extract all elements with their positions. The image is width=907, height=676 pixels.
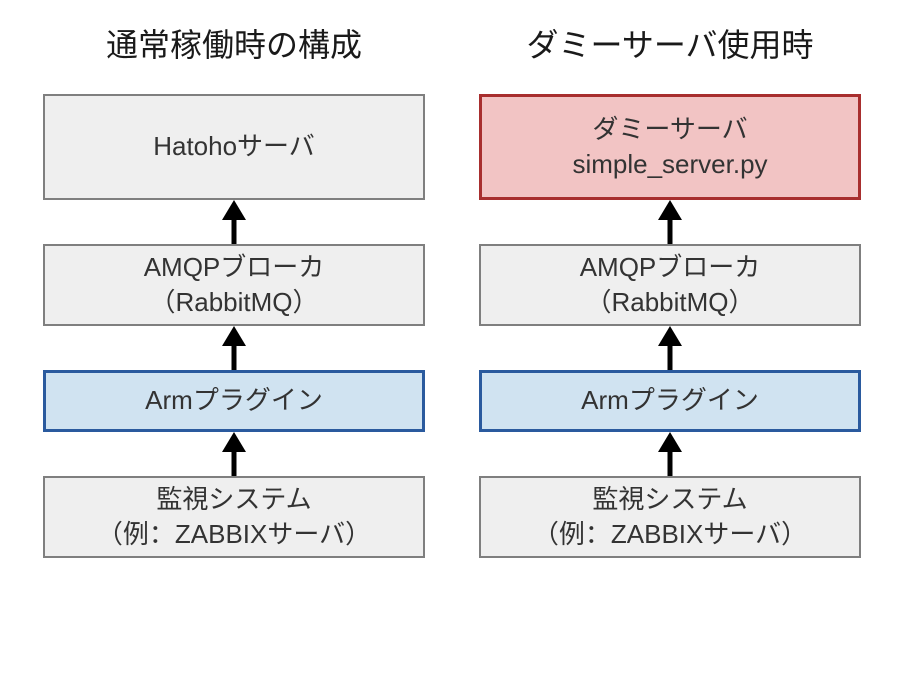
left-top-text: Hatohoサーバ [153,129,315,164]
arrow-right-3 [668,432,672,476]
arrow-line [668,340,673,370]
left-heading: 通常稼働時の構成 [106,20,362,66]
arrow-right-2 [668,326,672,370]
right-heading: ダミーサーバ使用時 [526,20,813,66]
left-monitor-box: 監視システム （例：ZABBIXサーバ） [43,476,425,558]
left-arm-box: Armプラグイン [43,370,425,432]
left-broker-box: AMQPブローカ （RabbitMQ） [43,244,425,326]
left-arm-label: Armプラグイン [145,383,323,418]
right-broker-line2: （RabbitMQ） [585,285,754,320]
right-top-line2: simple_server.py [572,147,767,182]
right-top-line1: ダミーサーバ [592,112,747,147]
left-monitor-line2: （例：ZABBIXサーバ） [97,517,371,552]
right-column: ダミーサーバ使用時 ダミーサーバ simple_server.py AMQPブロ… [470,20,870,558]
left-top-box: Hatohoサーバ [43,94,425,200]
arrow-left-3 [232,432,236,476]
arrow-line [232,446,237,476]
arrow-line [232,340,237,370]
right-monitor-line2: （例：ZABBIXサーバ） [533,517,807,552]
right-top-box: ダミーサーバ simple_server.py [479,94,861,200]
arrow-left-1 [232,200,236,244]
left-column: 通常稼働時の構成 Hatohoサーバ AMQPブローカ （RabbitMQ） A… [34,20,434,558]
left-broker-line2: （RabbitMQ） [149,285,318,320]
arrow-line [668,446,673,476]
right-arm-box: Armプラグイン [479,370,861,432]
arrow-line [668,214,673,244]
right-broker-box: AMQPブローカ （RabbitMQ） [479,244,861,326]
arrow-line [232,214,237,244]
left-broker-line1: AMQPブローカ [144,250,325,285]
right-monitor-box: 監視システム （例：ZABBIXサーバ） [479,476,861,558]
right-monitor-line1: 監視システム [592,482,747,517]
arrow-left-2 [232,326,236,370]
left-monitor-line1: 監視システム [156,482,311,517]
right-broker-line1: AMQPブローカ [580,250,761,285]
arrow-right-1 [668,200,672,244]
right-arm-label: Armプラグイン [581,383,759,418]
